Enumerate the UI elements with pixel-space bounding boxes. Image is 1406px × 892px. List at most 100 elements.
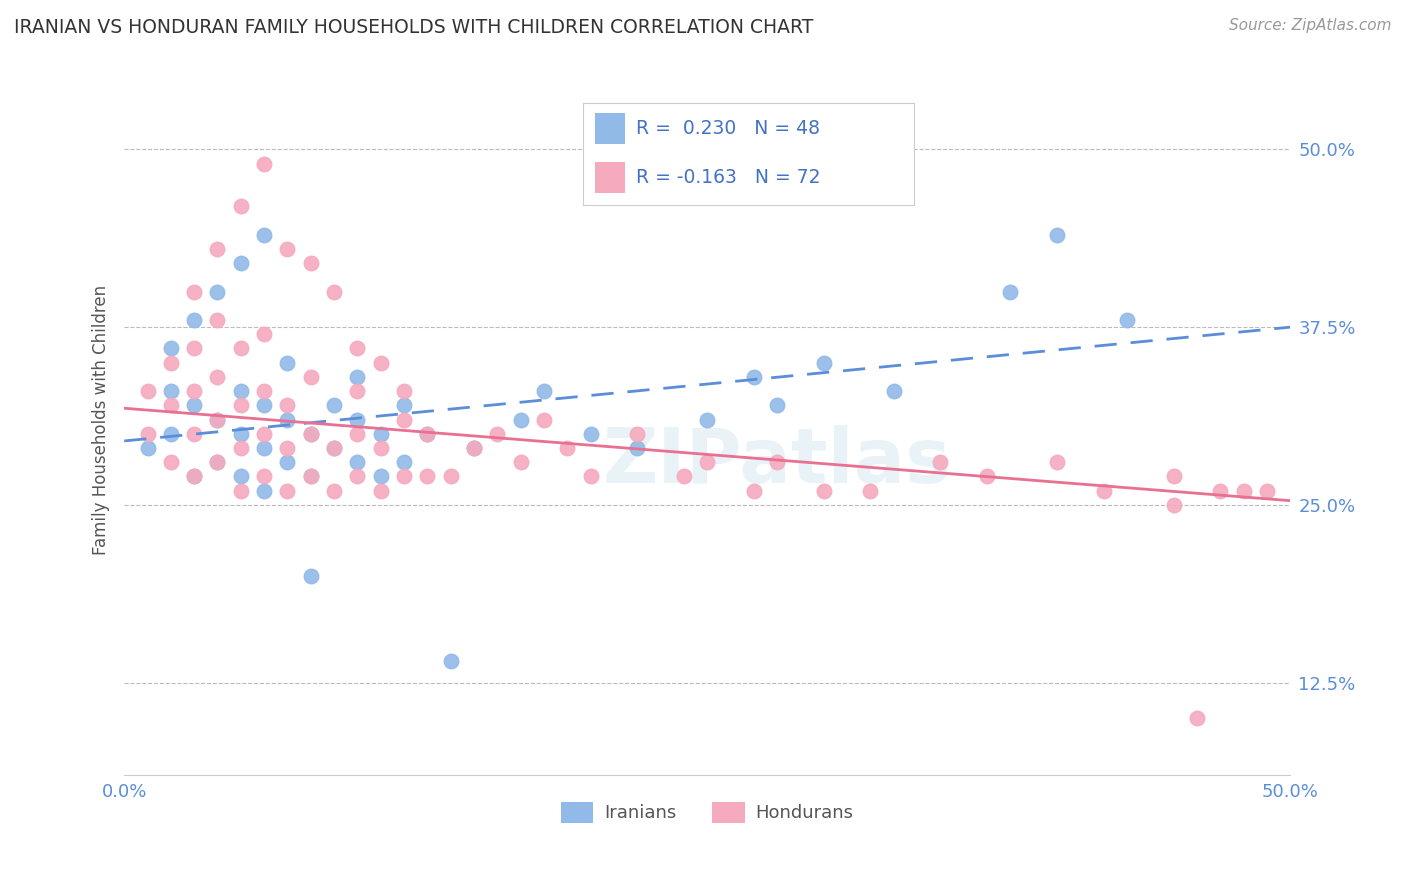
- Point: [276, 242, 298, 256]
- Point: [1163, 469, 1185, 483]
- Point: [392, 398, 415, 412]
- Point: [696, 412, 718, 426]
- Point: [229, 426, 252, 441]
- Point: [370, 426, 392, 441]
- Point: [299, 370, 322, 384]
- Point: [346, 342, 368, 356]
- Point: [323, 441, 346, 455]
- Point: [276, 398, 298, 412]
- Point: [463, 441, 485, 455]
- Point: [253, 398, 276, 412]
- Point: [1046, 455, 1069, 469]
- Point: [183, 398, 205, 412]
- Point: [207, 455, 229, 469]
- Point: [183, 384, 205, 399]
- Point: [253, 327, 276, 342]
- Point: [299, 256, 322, 270]
- Point: [229, 199, 252, 213]
- Point: [742, 483, 765, 498]
- Point: [207, 412, 229, 426]
- Point: [509, 412, 531, 426]
- Point: [1000, 285, 1022, 299]
- Point: [276, 455, 298, 469]
- Point: [672, 469, 695, 483]
- Point: [253, 483, 276, 498]
- Point: [416, 469, 439, 483]
- Point: [346, 384, 368, 399]
- Point: [626, 426, 648, 441]
- Text: IRANIAN VS HONDURAN FAMILY HOUSEHOLDS WITH CHILDREN CORRELATION CHART: IRANIAN VS HONDURAN FAMILY HOUSEHOLDS WI…: [14, 18, 814, 37]
- Point: [136, 384, 159, 399]
- Point: [766, 455, 789, 469]
- Point: [1163, 498, 1185, 512]
- Point: [555, 441, 578, 455]
- Point: [579, 469, 602, 483]
- Point: [766, 398, 789, 412]
- Bar: [595, 112, 624, 144]
- Point: [1209, 483, 1232, 498]
- Point: [253, 156, 276, 170]
- Point: [416, 426, 439, 441]
- Point: [207, 313, 229, 327]
- Point: [346, 455, 368, 469]
- Point: [276, 441, 298, 455]
- Point: [299, 426, 322, 441]
- Point: [229, 398, 252, 412]
- Point: [1116, 313, 1139, 327]
- Point: [229, 483, 252, 498]
- Point: [1185, 711, 1208, 725]
- Point: [253, 227, 276, 242]
- Point: [486, 426, 509, 441]
- Point: [207, 412, 229, 426]
- Point: [813, 356, 835, 370]
- Point: [276, 356, 298, 370]
- Point: [976, 469, 998, 483]
- Point: [626, 441, 648, 455]
- Point: [346, 370, 368, 384]
- Point: [229, 441, 252, 455]
- Point: [253, 441, 276, 455]
- Point: [392, 384, 415, 399]
- Point: [323, 483, 346, 498]
- Bar: [595, 162, 624, 193]
- Point: [183, 342, 205, 356]
- Point: [370, 356, 392, 370]
- Point: [207, 455, 229, 469]
- Point: [299, 469, 322, 483]
- Point: [579, 426, 602, 441]
- Point: [253, 469, 276, 483]
- Point: [392, 412, 415, 426]
- Point: [1256, 483, 1278, 498]
- Point: [883, 384, 905, 399]
- Text: R = -0.163   N = 72: R = -0.163 N = 72: [637, 168, 821, 187]
- Point: [183, 469, 205, 483]
- Point: [370, 469, 392, 483]
- Point: [253, 384, 276, 399]
- Point: [463, 441, 485, 455]
- Point: [392, 469, 415, 483]
- Point: [440, 469, 463, 483]
- Point: [533, 412, 555, 426]
- Point: [160, 384, 183, 399]
- Text: Source: ZipAtlas.com: Source: ZipAtlas.com: [1229, 18, 1392, 33]
- Point: [207, 285, 229, 299]
- Point: [229, 256, 252, 270]
- Point: [1232, 483, 1254, 498]
- Point: [370, 441, 392, 455]
- Point: [440, 654, 463, 668]
- Point: [160, 398, 183, 412]
- Point: [929, 455, 952, 469]
- Point: [207, 370, 229, 384]
- Point: [533, 384, 555, 399]
- Point: [323, 398, 346, 412]
- Point: [370, 483, 392, 498]
- Point: [813, 483, 835, 498]
- Point: [346, 412, 368, 426]
- Point: [183, 426, 205, 441]
- Text: R =  0.230   N = 48: R = 0.230 N = 48: [637, 119, 820, 137]
- Point: [323, 285, 346, 299]
- Point: [346, 469, 368, 483]
- Point: [696, 455, 718, 469]
- Y-axis label: Family Households with Children: Family Households with Children: [93, 285, 110, 555]
- Point: [299, 426, 322, 441]
